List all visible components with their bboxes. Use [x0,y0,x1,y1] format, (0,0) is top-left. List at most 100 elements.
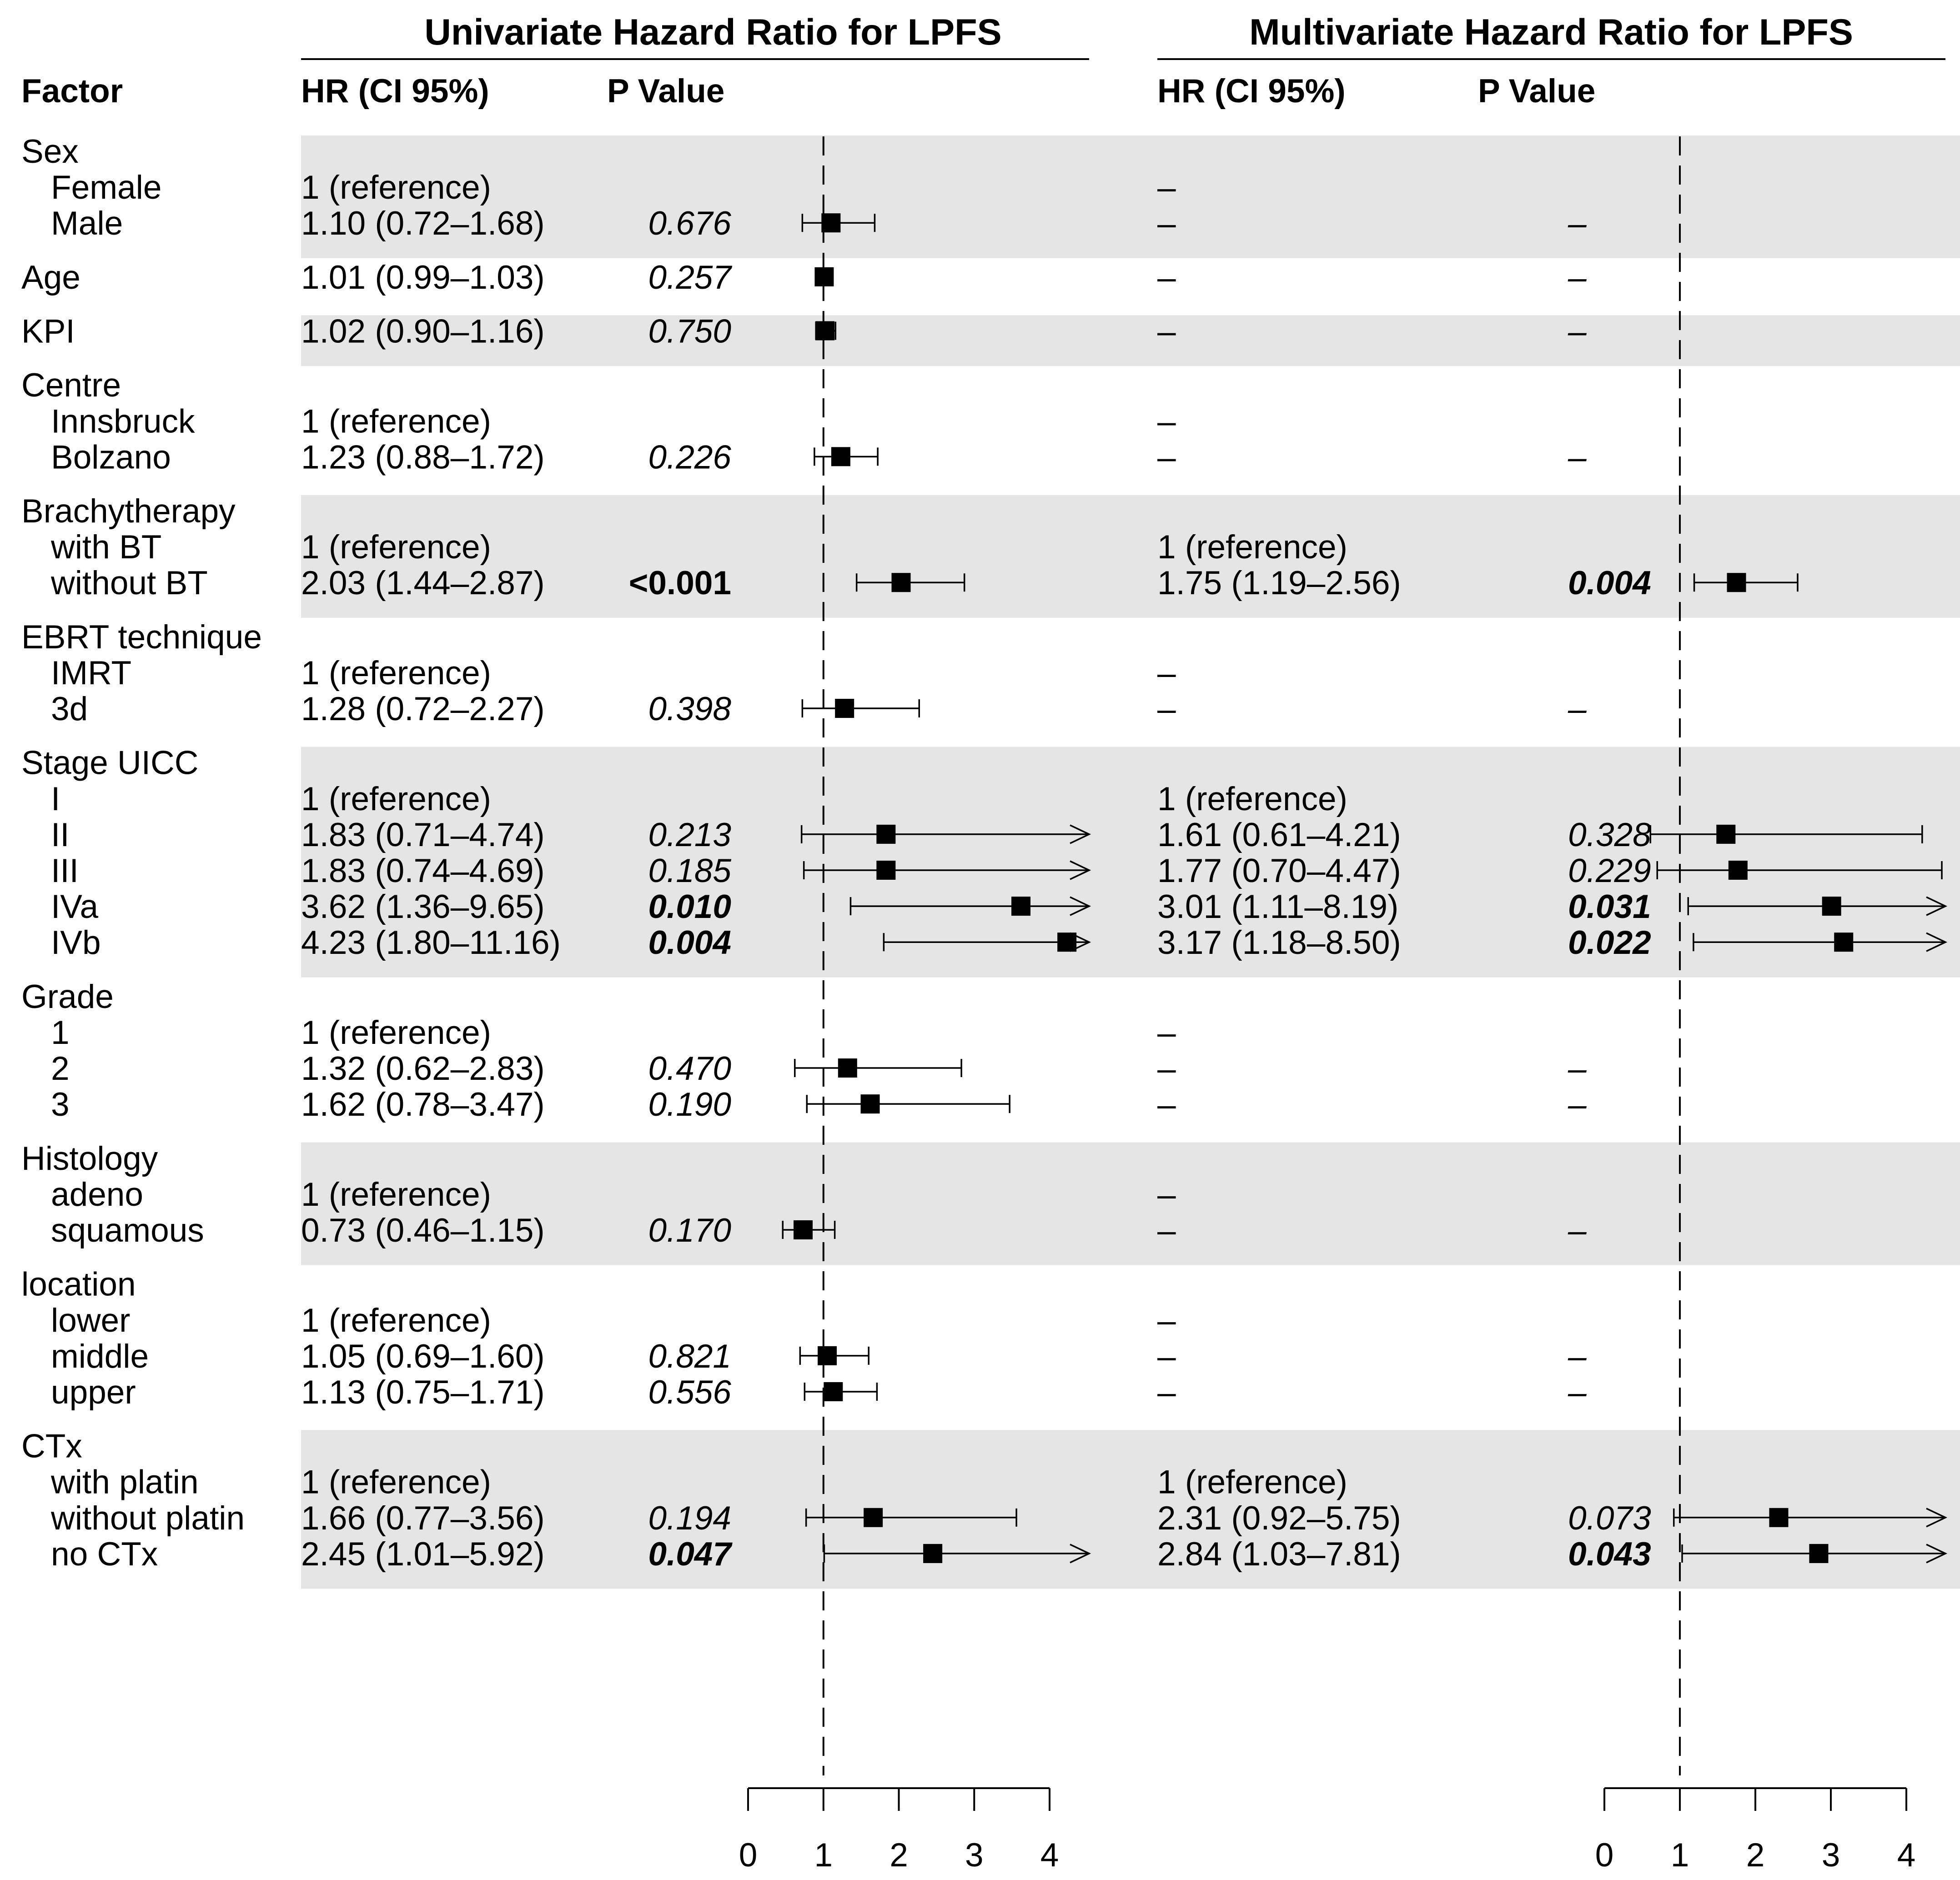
row-7-p-multivariate: – [1568,439,1587,476]
row-34-univariate-ci-arrow [1070,1544,1091,1564]
row-30-univariate-point-estimate [824,1382,843,1401]
row-26-hr-univariate: 0.73 (0.46–1.15) [301,1212,545,1249]
row-10-hr-multivariate: 1.75 (1.19–2.56) [1157,565,1401,602]
row-16-multivariate-point-estimate [1716,824,1736,844]
row-5-factor-label: Centre [21,367,121,404]
row-34-factor-label: no CTx [51,1536,158,1573]
row-34-multivariate-ci-arrow [1926,1544,1948,1564]
row-19-hr-univariate: 4.23 (1.80–11.16) [301,924,561,961]
row-2-hr-multivariate: – [1157,205,1176,242]
row-29-p-multivariate: – [1568,1338,1587,1375]
row-22-p-multivariate: – [1568,1050,1587,1087]
row-17-multivariate-point-estimate [1728,861,1748,880]
row-34-multivariate-point-estimate [1809,1544,1829,1563]
row-26-univariate-point-estimate [793,1220,813,1239]
row-16-univariate-point-estimate [876,824,896,844]
row-18-factor-label: IVa [51,888,99,925]
row-29-factor-label: middle [51,1338,149,1375]
row-12-factor-label: IMRT [51,655,131,692]
row-4-univariate-point-estimate [815,321,835,341]
row-26-hr-multivariate: – [1157,1212,1176,1249]
column-header-hr-univariate: HR (CI 95%) [301,73,489,110]
row-16-p-multivariate: 0.328 [1568,817,1651,853]
row-2-univariate-point-estimate [821,213,841,233]
row-34-univariate-point-estimate [923,1544,943,1563]
shaded-band-0 [301,135,1960,258]
row-16-univariate-ci-arrow [1070,824,1091,844]
row-17-univariate-ci-arrow [1070,860,1091,880]
title-multivariate: Multivariate Hazard Ratio for LPFS [1249,12,1853,53]
row-10-univariate-point-estimate [891,573,911,592]
row-20-factor-label: Grade [21,978,114,1015]
row-33-hr-univariate: 1.66 (0.77–3.56) [301,1500,545,1537]
row-34-p-multivariate: 0.043 [1568,1536,1651,1573]
row-19-multivariate-ci-arrow [1926,932,1948,952]
row-23-hr-univariate: 1.62 (0.78–3.47) [301,1086,545,1123]
row-33-univariate-point-estimate [864,1508,883,1527]
row-13-hr-multivariate: – [1157,691,1176,727]
row-15-factor-label: I [51,781,60,817]
row-27-factor-label: location [21,1266,136,1303]
row-32-hr-univariate: 1 (reference) [301,1464,491,1501]
row-0-factor-label: Sex [21,133,79,170]
row-3-univariate-point-estimate [814,267,834,286]
column-header-hr-multivariate: HR (CI 95%) [1157,73,1346,110]
row-29-hr-univariate: 1.05 (0.69–1.60) [301,1338,545,1375]
row-25-hr-univariate: 1 (reference) [301,1176,491,1213]
row-15-hr-multivariate: 1 (reference) [1157,781,1347,817]
forest-marks: 0 1 2 3 4 0 1 2 3 4 [739,136,1948,1874]
header: Univariate Hazard Ratio for LPFS Multivar… [21,12,1945,110]
row-22-p-univariate: 0.470 [648,1050,731,1087]
row-8-factor-label: Brachytherapy [21,493,236,530]
row-1-hr-multivariate: – [1157,169,1176,206]
row-18-hr-univariate: 3.62 (1.36–9.65) [301,888,545,925]
row-32-factor-label: with platin [50,1464,199,1501]
row-23-p-multivariate: – [1568,1086,1587,1123]
row-2-factor-label: Male [51,205,123,242]
multivariate-axis-tick-label-0: 0 [1595,1837,1614,1874]
row-4-p-univariate: 0.750 [648,313,731,350]
univariate-axis-tick-label-0: 0 [739,1837,758,1874]
row-10-multivariate-point-estimate [1727,573,1746,592]
row-14-factor-label: Stage UICC [21,745,199,782]
row-17-univariate-point-estimate [876,861,896,880]
row-16-hr-multivariate: 1.61 (0.61–4.21) [1157,817,1401,853]
row-33-factor-label: without platin [50,1500,245,1537]
row-33-hr-multivariate: 2.31 (0.92–5.75) [1157,1500,1401,1537]
row-18-p-multivariate: 0.031 [1568,888,1651,925]
multivariate-axis-tick-label-2: 2 [1746,1837,1765,1874]
row-18-hr-multivariate: 3.01 (1.11–8.19) [1157,888,1398,925]
row-2-p-univariate: 0.676 [648,205,731,242]
row-13-p-univariate: 0.398 [648,691,731,727]
row-29-univariate-point-estimate [818,1346,837,1365]
shaded-band-4 [301,495,1960,618]
row-23-univariate-point-estimate [860,1094,880,1114]
row-22-hr-univariate: 1.32 (0.62–2.83) [301,1050,545,1087]
row-13-factor-label: 3d [51,691,88,727]
row-3-p-univariate: 0.257 [648,259,732,296]
row-28-hr-multivariate: – [1157,1302,1176,1339]
row-13-p-multivariate: – [1568,691,1587,727]
row-10-factor-label: without BT [50,565,208,602]
shaded-band-2 [301,315,1960,366]
row-34-p-univariate: 0.047 [648,1536,733,1573]
row-18-univariate-point-estimate [1011,897,1031,916]
column-header-p-multivariate: P Value [1478,73,1595,110]
multivariate-axis-tick-label-1: 1 [1671,1837,1689,1874]
row-10-p-multivariate: 0.004 [1568,565,1651,602]
row-9-hr-univariate: 1 (reference) [301,529,491,566]
row-4-hr-multivariate: – [1157,313,1176,350]
row-19-p-multivariate: 0.022 [1568,924,1651,961]
row-7-factor-label: Bolzano [51,439,171,476]
row-29-p-univariate: 0.821 [648,1338,731,1375]
shaded-band-10 [301,1430,1960,1589]
univariate-axis-tick-label-1: 1 [814,1837,833,1874]
row-22-hr-multivariate: – [1157,1050,1176,1087]
row-31-factor-label: CTx [21,1428,82,1465]
row-23-hr-multivariate: – [1157,1086,1176,1123]
row-23-p-univariate: 0.190 [648,1086,731,1123]
row-4-hr-univariate: 1.02 (0.90–1.16) [301,313,545,350]
row-16-factor-label: II [51,817,70,853]
row-2-p-multivariate: – [1568,205,1587,242]
row-11-factor-label: EBRT technique [21,619,262,656]
